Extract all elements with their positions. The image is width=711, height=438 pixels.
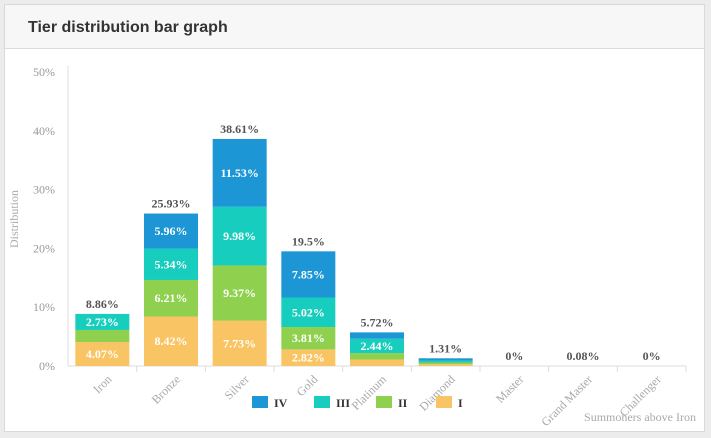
bar-segment: [212, 265, 267, 321]
total-label: 0%: [505, 349, 523, 363]
total-label: 38.61%: [220, 122, 259, 136]
legend-swatch[interactable]: [314, 396, 330, 408]
bar-segment: [350, 353, 404, 360]
y-tick-label: 40%: [33, 124, 55, 138]
total-label: 8.86%: [86, 297, 119, 311]
bar-segment: [75, 342, 130, 366]
segment-label: 2.44%: [361, 339, 394, 353]
total-label: 5.72%: [361, 315, 394, 329]
bar-segment: [144, 316, 198, 366]
x-tick-label: Silver: [222, 372, 252, 402]
legend-label[interactable]: I: [458, 396, 463, 410]
x-tick-label: Gold: [294, 372, 321, 399]
bar-segment: [144, 248, 198, 280]
bar-segment: [212, 320, 267, 366]
bar-segment: [418, 360, 473, 363]
x-tick-label: Master: [493, 372, 526, 405]
segment-label: 8.42%: [155, 334, 188, 348]
segment-label: 4.07%: [86, 347, 119, 361]
legend-swatch[interactable]: [436, 396, 452, 408]
total-label: 25.93%: [152, 197, 191, 211]
total-label: 0%: [643, 349, 661, 363]
bar-segment: [144, 279, 198, 317]
bar-segment: [281, 327, 336, 350]
x-axis-label: Summoners above Iron: [584, 410, 696, 424]
segment-label: 9.37%: [223, 286, 256, 300]
y-axis-label: Distribution: [7, 190, 21, 248]
total-label: 1.31%: [429, 341, 462, 355]
legend-label[interactable]: III: [336, 396, 350, 410]
legend-label[interactable]: IV: [274, 396, 288, 410]
bar-segment: [281, 251, 336, 298]
card-title: Tier distribution bar graph: [28, 19, 228, 36]
bar-segment: [75, 313, 130, 330]
segment-label: 6.21%: [155, 291, 188, 305]
segment-label: 9.98%: [223, 229, 256, 243]
bar-segment: [418, 358, 473, 361]
x-tick-label: Bronze: [149, 372, 183, 406]
y-tick-label: 30%: [33, 183, 55, 197]
legend-label[interactable]: II: [398, 396, 408, 410]
bar-segment: [281, 297, 336, 328]
y-tick-label: 0%: [39, 359, 55, 373]
bar-segment: [350, 338, 404, 354]
segment-label: 3.81%: [292, 331, 325, 345]
bar-segment: [418, 364, 473, 366]
bar-segment: [350, 332, 404, 339]
total-label: 19.5%: [292, 234, 325, 248]
bar-segment: [212, 138, 267, 207]
y-tick-label: 20%: [33, 241, 55, 255]
y-tick-label: 10%: [33, 300, 55, 314]
card-header: Tier distribution bar graph: [5, 5, 704, 49]
segment-label: 2.73%: [86, 315, 119, 329]
bar-segment: [281, 349, 336, 366]
legend-swatch[interactable]: [376, 396, 392, 408]
segment-label: 7.85%: [292, 267, 325, 281]
bar-segment: [418, 362, 473, 365]
bar-segment: [144, 213, 198, 249]
bar-segment: [350, 359, 404, 366]
y-tick-label: 50%: [33, 65, 55, 79]
x-tick-label: Iron: [90, 372, 114, 396]
segment-label: 7.73%: [223, 336, 256, 350]
total-label: 0.08%: [567, 349, 600, 363]
segment-label: 5.34%: [155, 257, 188, 271]
segment-label: 2.82%: [292, 351, 325, 365]
segment-label: 5.96%: [155, 224, 188, 238]
bar-segment: [212, 206, 267, 266]
legend-swatch[interactable]: [252, 396, 268, 408]
bar-segment: [75, 329, 130, 343]
segment-label: 11.53%: [220, 166, 258, 180]
segment-label: 5.02%: [292, 305, 325, 319]
